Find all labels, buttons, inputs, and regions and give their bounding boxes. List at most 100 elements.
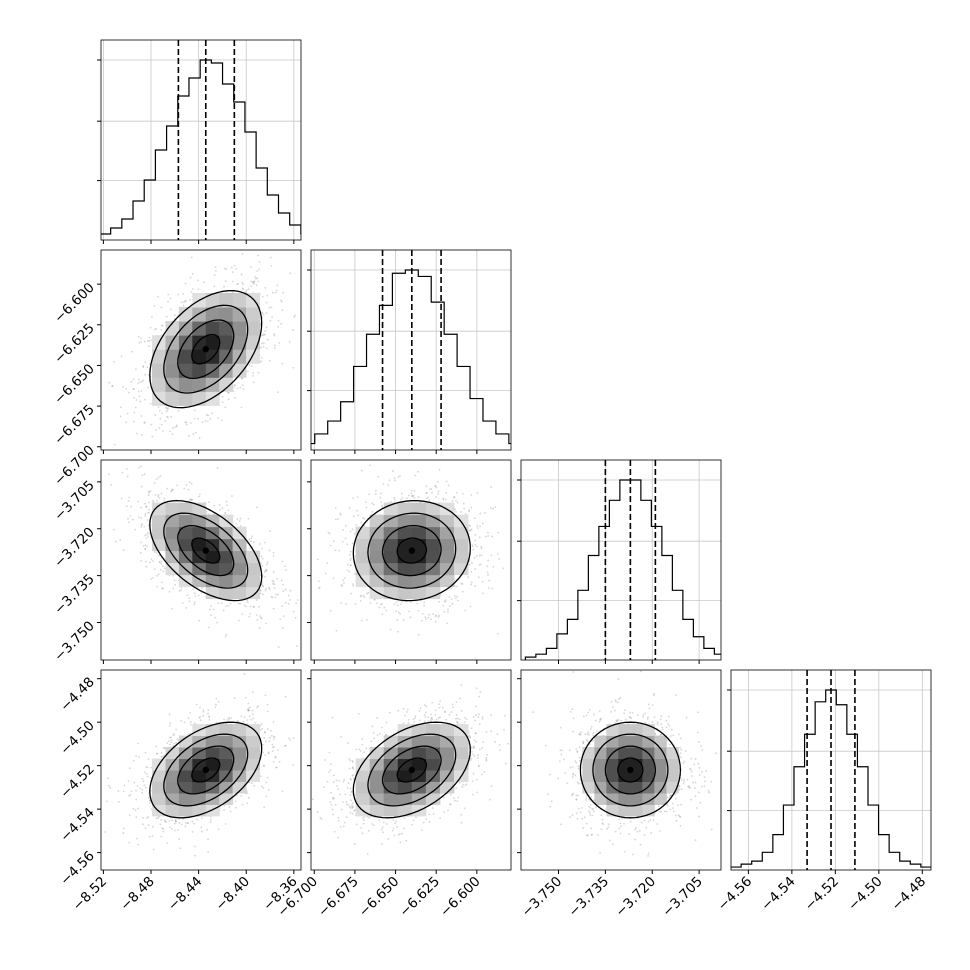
scatter-point — [460, 510, 462, 513]
scatter-point — [213, 513, 216, 515]
scatter-point — [409, 616, 412, 619]
panel-frame — [310, 249, 512, 451]
scatter-point — [264, 575, 267, 578]
scatter-point — [132, 378, 135, 381]
scatter-point — [363, 518, 366, 520]
scatter-point — [474, 534, 477, 536]
scatter-point — [437, 615, 440, 618]
scatter-point — [471, 562, 473, 564]
scatter-point — [228, 806, 231, 808]
scatter-point — [340, 584, 343, 587]
scatter-point — [175, 820, 177, 823]
scatter-point — [261, 295, 264, 298]
scatter-point — [239, 524, 242, 527]
scatter-point — [359, 599, 362, 602]
scatter-point — [155, 428, 158, 431]
scatter-point — [185, 606, 187, 609]
scatter-point — [435, 614, 438, 617]
scatter-point — [498, 558, 501, 560]
scatter-point — [266, 561, 269, 564]
scatter-point — [138, 341, 141, 344]
scatter-point — [284, 695, 287, 698]
scatter-point — [235, 268, 238, 270]
scatter-point — [121, 471, 124, 474]
scatter-point — [480, 545, 483, 548]
scatter-point — [282, 615, 285, 618]
density-cell — [152, 502, 166, 516]
scatter-point — [223, 267, 226, 270]
scatter-point — [306, 277, 308, 279]
density-cell — [192, 335, 207, 350]
scatter-point — [115, 540, 117, 543]
scatter-point — [265, 568, 268, 571]
contour-2 — [163, 512, 249, 589]
scatter-point — [387, 484, 390, 487]
scatter-point — [265, 570, 268, 573]
scatter-point — [444, 498, 447, 501]
scatter-point — [446, 622, 449, 625]
scatter-point — [213, 285, 216, 288]
scatter-point — [417, 496, 420, 498]
scatter-point — [170, 736, 172, 739]
scatter-point — [189, 276, 192, 279]
scatter-point — [477, 576, 480, 579]
scatter-point — [497, 632, 499, 635]
scatter-point — [157, 573, 160, 576]
scatter-point — [164, 406, 167, 409]
panel-0-0 — [97, 39, 302, 244]
scatter-point — [438, 468, 441, 471]
scatter-point — [265, 587, 267, 590]
scatter-point — [170, 490, 173, 493]
scatter-point — [443, 610, 446, 613]
scatter-point — [208, 716, 211, 719]
density-cell — [219, 574, 234, 588]
scatter-point — [383, 606, 386, 609]
scatter-point — [147, 386, 149, 389]
scatter-point — [240, 273, 243, 276]
scatter-point — [143, 340, 146, 343]
scatter-point — [372, 503, 375, 506]
scatter-point — [163, 499, 166, 502]
scatter-point — [255, 614, 258, 616]
scatter-point — [133, 411, 136, 414]
scatter-point — [261, 564, 264, 567]
scatter-point — [242, 288, 245, 291]
scatter-point — [429, 618, 432, 621]
scatter-point — [420, 599, 422, 602]
scatter-point — [377, 475, 380, 478]
scatter-point — [154, 494, 157, 496]
scatter-point — [396, 618, 399, 621]
ytick-label: −3.750 — [51, 618, 98, 665]
density-cell — [369, 574, 385, 588]
scatter-point — [474, 517, 476, 520]
scatter-point — [255, 599, 258, 601]
scatter-point — [265, 301, 268, 304]
scatter-point — [442, 497, 445, 500]
scatter-point — [476, 492, 479, 494]
scatter-point — [148, 501, 151, 504]
scatter-point — [280, 579, 283, 582]
scatter-point — [442, 604, 445, 607]
scatter-point — [263, 730, 266, 733]
scatter-point — [464, 609, 467, 612]
scatter-point — [199, 719, 202, 722]
density-cell — [355, 550, 371, 564]
scatter-point — [188, 600, 191, 603]
scatter-point — [255, 277, 257, 280]
scatter-point — [467, 576, 470, 578]
scatter-point — [456, 599, 459, 602]
density-cell — [425, 550, 441, 564]
scatter-point — [135, 816, 138, 819]
scatter-point — [381, 603, 383, 606]
scatter-point — [162, 565, 164, 568]
scatter-point — [180, 586, 183, 589]
scatter-point — [491, 587, 494, 590]
scatter-point — [158, 496, 161, 499]
scatter-point — [269, 256, 272, 259]
scatter-point — [159, 417, 162, 420]
scatter-point — [241, 384, 244, 387]
scatter-point — [190, 256, 193, 259]
scatter-point — [191, 498, 194, 501]
contour-0 — [396, 537, 428, 564]
